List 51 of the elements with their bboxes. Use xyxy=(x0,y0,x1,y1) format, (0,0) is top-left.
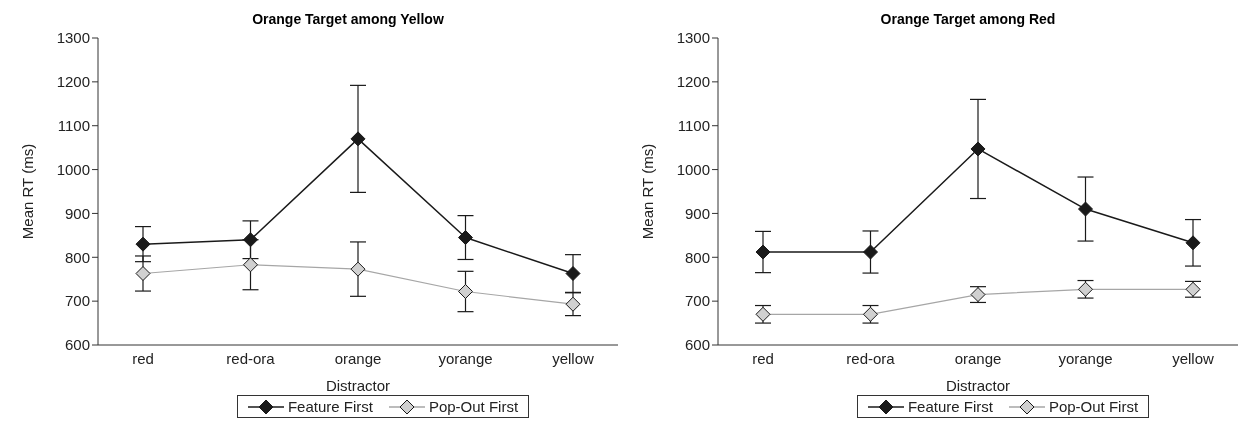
point xyxy=(350,131,366,147)
y-tick-label: 800 xyxy=(64,248,90,266)
point xyxy=(565,296,581,312)
y-axis-title: Mean RT (ms) xyxy=(639,143,657,240)
y-tick-label: 900 xyxy=(64,204,90,222)
point xyxy=(458,230,473,246)
legend-label: Pop-Out First xyxy=(428,398,519,415)
x-axis-title: Distractor xyxy=(945,377,1011,394)
y-tick-label: 700 xyxy=(684,292,710,310)
y-tick-label: 1300 xyxy=(676,29,710,47)
y-tick-label: 1100 xyxy=(677,117,710,135)
point xyxy=(970,141,986,157)
point xyxy=(458,283,473,299)
y-tick-label: 1100 xyxy=(57,117,90,135)
x-tick-label: orange xyxy=(954,349,1002,367)
point xyxy=(350,261,366,277)
x-tick-label: yorange xyxy=(1058,349,1113,367)
point xyxy=(135,236,151,252)
point xyxy=(243,232,258,248)
y-tick-label: 800 xyxy=(684,248,710,266)
x-tick-label: yellow xyxy=(1172,349,1215,367)
point xyxy=(243,257,258,273)
chart-title: Orange Target among Yellow xyxy=(251,10,445,29)
legend-label: Pop-Out First xyxy=(1048,398,1139,415)
x-tick-label: red xyxy=(752,349,774,367)
x-axis-title: Distractor xyxy=(325,377,391,394)
point xyxy=(755,244,771,260)
x-tick-label: red-ora xyxy=(226,349,276,367)
point xyxy=(565,266,581,282)
x-tick-label: red xyxy=(132,349,154,367)
point xyxy=(135,266,151,282)
x-tick-label: orange xyxy=(334,349,382,367)
y-tick-label: 700 xyxy=(64,292,90,310)
x-tick-label: red-ora xyxy=(846,349,896,367)
x-tick-label: yellow xyxy=(552,349,595,367)
legend-label: Feature First xyxy=(287,398,373,415)
y-tick-label: 1300 xyxy=(56,29,90,47)
y-axis-title: Mean RT (ms) xyxy=(19,143,37,240)
x-tick-label: yorange xyxy=(438,349,493,367)
y-tick-label: 1000 xyxy=(676,160,710,178)
chart-title: Orange Target among Red xyxy=(879,10,1057,29)
point xyxy=(1078,201,1093,217)
y-tick-label: 1200 xyxy=(676,73,710,91)
y-tick-label: 600 xyxy=(64,336,90,354)
point xyxy=(1185,235,1201,251)
y-tick-label: 900 xyxy=(684,204,710,222)
y-tick-label: 600 xyxy=(684,336,710,354)
y-tick-label: 1200 xyxy=(56,73,90,91)
y-tick-label: 1000 xyxy=(56,160,90,178)
point xyxy=(863,244,878,260)
legend-label: Feature First xyxy=(907,398,993,415)
